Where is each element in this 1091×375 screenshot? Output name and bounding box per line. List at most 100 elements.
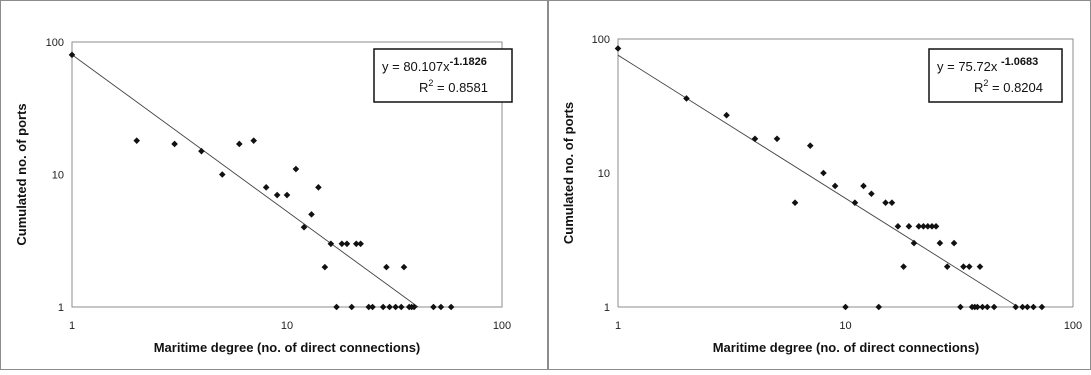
data-point [300,223,308,231]
data-point [338,240,346,248]
data-point [976,263,984,270]
data-point [773,135,781,143]
trendline [71,54,419,308]
x-axis-title: Maritime degree (no. of direct connectio… [713,340,980,355]
data-point [900,263,907,270]
data-point [791,199,799,207]
x-tick-label: 10 [281,320,293,332]
data-point [369,303,376,311]
data-point [447,303,455,311]
data-point [430,303,437,311]
data-point [321,263,329,271]
equation-main: y = 80.107x [382,59,450,74]
data-point [1019,303,1026,311]
data-point [400,263,408,271]
data-point [831,182,839,190]
data-point [974,303,981,311]
x-tick-label: 1 [615,320,621,332]
trendline-equation: y = 75.72x -1.0683 [937,56,1038,74]
data-point [1012,303,1020,311]
data-point [915,223,923,230]
data-point [965,263,973,270]
scatter-chart-right: 1 10 100 1 10 100 Maritime degree (no. of dire… [548,0,1091,370]
data-point [218,171,226,178]
trendline-equation-box [373,48,513,103]
data-point [983,303,991,311]
data-point [842,303,849,311]
data-point [957,303,964,311]
trendline-equation-box [928,48,1063,103]
data-point [928,223,936,230]
data-point [979,303,986,311]
data-point [410,303,418,311]
y-axis-title: Cumulated no. of ports [14,103,29,245]
data-point [348,303,356,311]
data-point [343,240,351,248]
chart-panel-right: 1 10 100 1 10 100 Maritime degree (no. of dire… [548,0,1091,370]
x-tick-label: 100 [1064,320,1082,332]
data-point [943,263,951,270]
data-point [308,211,315,218]
data-point [171,140,178,148]
r-squared-sup: 2 [983,78,988,88]
data-point [683,95,690,102]
r-squared: R2 = 0.8581 [419,78,488,95]
data-point [860,182,867,190]
y-tick-label: 10 [598,168,610,180]
data-point [960,263,967,270]
data-point [950,239,958,247]
r-squared-value: = 0.8581 [433,80,488,95]
data-point [236,140,243,148]
data-point [990,303,998,311]
data-point [936,239,944,247]
r-squared-symbol: R [419,80,428,95]
x-axis-title: Maritime degree (no. of direct connectio… [154,340,421,355]
equation-main: y = 75.72x [937,59,1001,74]
x-tick-label: 1 [69,320,75,332]
data-point [868,190,875,198]
data-point [386,303,393,311]
y-tick-label: 1 [58,302,64,314]
data-point [851,199,859,207]
data-point [283,191,291,199]
y-tick-label: 100 [592,34,610,46]
plot-area-border [617,38,1074,307]
x-tick-label: 10 [839,320,851,332]
equation-exponent: -1.1826 [450,56,487,68]
data-point [379,303,387,311]
r-squared-value: = 0.8204 [988,80,1043,95]
data-point [905,223,913,230]
data-point [437,303,445,311]
chart-panel-left: 1 10 100 1 10 100 Maritime degree (no. of dire… [0,0,548,370]
data-point [273,191,281,199]
data-point [806,142,814,149]
data-point [133,137,141,144]
data-point [68,51,76,59]
y-tick-label: 100 [46,37,64,49]
data-point [315,184,322,191]
data-point [397,303,405,311]
data-point [751,135,759,143]
data-point [1030,303,1037,311]
data-point [924,223,932,230]
data-point [352,240,360,248]
data-point [262,184,270,191]
r-squared-symbol: R [974,80,983,95]
data-point [920,223,927,230]
equation-exponent: -1.0683 [1001,56,1038,68]
x-tick-label: 100 [493,320,511,332]
trendline-equation: y = 80.107x-1.1826 [382,56,487,74]
data-point [882,199,889,207]
y-tick-label: 10 [52,170,64,182]
data-point [888,199,896,207]
data-point [1024,303,1031,311]
data-point [365,303,373,311]
r-squared: R2 = 0.8204 [974,78,1043,95]
y-tick-label: 1 [604,302,610,314]
data-point [292,165,300,173]
data-point [820,169,827,177]
data-point [723,111,730,119]
data-point [392,303,399,311]
data-point [910,239,918,247]
data-point [1038,303,1046,311]
